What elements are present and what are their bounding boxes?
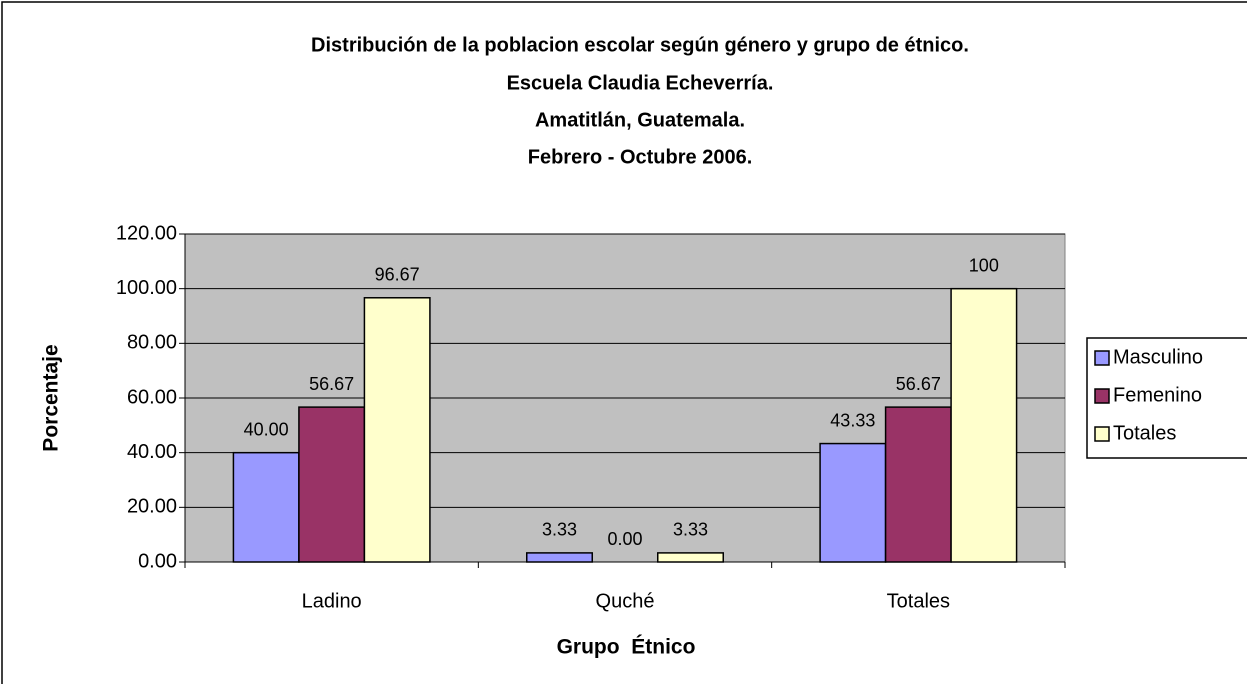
legend-swatch — [1094, 388, 1110, 404]
x-axis-label: Grupo Étnico — [557, 636, 696, 659]
data-label: 3.33 — [673, 520, 708, 540]
y-axis-label: Porcentaje — [40, 344, 63, 451]
bar — [232, 451, 300, 563]
chart-title: Distribución de la poblacion escolar seg… — [311, 34, 969, 56]
y-tick-label: 120.00 — [116, 222, 177, 244]
bar — [657, 552, 724, 563]
y-tick-label: 80.00 — [127, 332, 177, 354]
data-label: 3.33 — [542, 520, 577, 540]
bar — [526, 552, 593, 563]
y-tick-label: 100.00 — [116, 277, 177, 299]
legend-label: Totales — [1113, 422, 1176, 444]
data-label: 96.67 — [375, 265, 420, 285]
chart-title: Amatitlán, Guatemala. — [535, 109, 745, 131]
bar — [363, 297, 431, 563]
legend-label: Femenino — [1113, 384, 1202, 406]
y-tick-label: 0.00 — [138, 550, 177, 572]
chart-title: Escuela Claudia Echeverría. — [507, 72, 774, 94]
data-label: 43.33 — [830, 410, 875, 430]
legend-swatch — [1094, 426, 1110, 442]
legend-swatch — [1094, 350, 1110, 366]
legend-box — [1086, 337, 1247, 459]
y-tick-label: 40.00 — [127, 441, 177, 463]
data-label: 0.00 — [607, 529, 642, 549]
x-tick-label: Totales — [887, 590, 950, 612]
bar — [819, 442, 887, 563]
bar — [950, 287, 1018, 563]
data-label: 100 — [969, 255, 999, 275]
y-tick-label: 20.00 — [127, 496, 177, 518]
chart-title: Febrero - Octubre 2006. — [528, 146, 753, 168]
y-tick-label: 60.00 — [127, 386, 177, 408]
x-tick-label: Quché — [596, 590, 655, 612]
legend-label: Masculino — [1113, 346, 1203, 368]
data-label: 56.67 — [309, 374, 354, 394]
bar — [298, 406, 366, 563]
data-label: 56.67 — [896, 374, 941, 394]
x-tick-label: Ladino — [302, 590, 362, 612]
bar — [884, 406, 952, 563]
data-label: 40.00 — [244, 419, 289, 439]
